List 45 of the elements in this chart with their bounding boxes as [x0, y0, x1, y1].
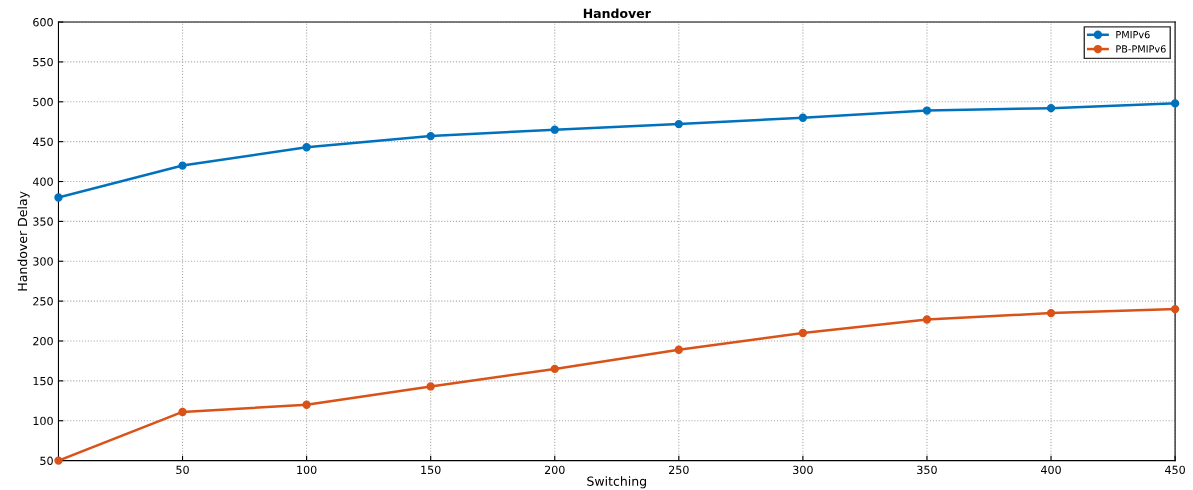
y-tick-label: 50: [40, 456, 53, 465]
x-tick-label: 250: [669, 465, 689, 475]
point: [550, 364, 559, 374]
y-tick-label: 150: [33, 376, 53, 386]
y-tick-label: 200: [33, 336, 53, 346]
point: [550, 125, 559, 134]
x-tick-label: 50: [176, 465, 189, 475]
point: [54, 193, 63, 202]
x-tick-label: 350: [917, 465, 937, 475]
y-tick-label: 550: [33, 57, 53, 67]
point: [1046, 308, 1056, 318]
point: [798, 328, 808, 338]
x-tick-label: 100: [297, 465, 317, 475]
point: [922, 315, 932, 324]
point: [674, 345, 683, 354]
x-tick-label: 400: [1040, 465, 1061, 475]
point: [1170, 304, 1180, 314]
point: [1170, 99, 1180, 108]
x-tick-label: 300: [793, 465, 813, 475]
point: [302, 400, 311, 409]
y-tick-label: 450: [32, 137, 53, 147]
legend-label: PMIPv6: [1116, 30, 1150, 39]
y-tick-label: 600: [33, 18, 53, 27]
y-tick-label: 400: [32, 177, 53, 186]
x-tick-label: 150: [421, 465, 441, 475]
y-tick-label: 350: [33, 217, 53, 226]
y-tick-label: 500: [33, 97, 53, 107]
y-axis-title: Handover Delay: [17, 191, 30, 291]
y-tick-label: 300: [33, 257, 53, 266]
point: [426, 382, 435, 391]
point: [178, 407, 187, 417]
x-tick-label: 450: [1165, 465, 1185, 475]
point: [302, 143, 311, 152]
point: [1046, 103, 1056, 113]
chart-title: Handover: [583, 8, 651, 19]
point: [922, 106, 932, 115]
point: [426, 131, 435, 141]
point: [178, 161, 187, 170]
y-tick-label: 100: [33, 416, 53, 426]
point: [674, 119, 683, 129]
x-tick-label: 200: [544, 465, 565, 475]
legend-label: PB-PMIPv6: [1116, 45, 1166, 53]
x-axis-title: Switching: [587, 476, 646, 489]
y-tick-label: 250: [33, 297, 53, 306]
point: [798, 113, 808, 122]
